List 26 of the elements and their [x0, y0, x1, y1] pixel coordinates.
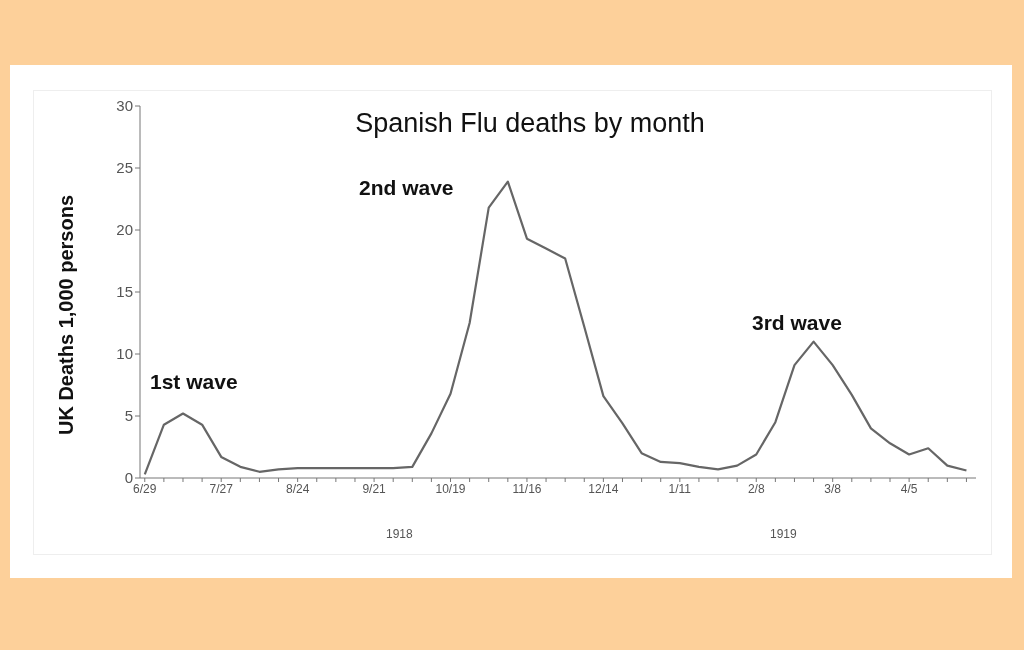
- x-tick-label: 11/16: [512, 481, 542, 496]
- x-tick-label: 6/29: [133, 481, 157, 496]
- y-tick-label: 30: [116, 97, 133, 115]
- x-tick-label: 12/14: [588, 481, 619, 496]
- text: 1918: [386, 527, 413, 541]
- y-tick-label: 15: [116, 283, 133, 301]
- annotation: 1st wave: [150, 370, 238, 394]
- text: 1919: [770, 527, 797, 541]
- y-tick-label: 5: [124, 407, 133, 425]
- annotation: 2nd wave: [359, 176, 454, 200]
- line-series: [143, 180, 968, 476]
- chart-title: Spanish Flu deaths by month: [354, 108, 706, 139]
- x-tick-label: 3/8: [824, 481, 842, 496]
- x-tick-label: 1/11: [668, 481, 692, 496]
- x-tick-label: 7/27: [209, 481, 234, 496]
- x-tick-label: 4/5: [900, 481, 918, 496]
- y-tick-label: 25: [116, 159, 133, 177]
- x-tick-label: 9/21: [362, 481, 387, 496]
- x-tick-label: 8/24: [285, 481, 310, 496]
- x-tick-label: 2/8: [747, 481, 765, 496]
- annotation: 3rd wave: [752, 311, 842, 335]
- x-tick-label: 10/19: [435, 481, 466, 496]
- y-axis-title: UK Deaths 1,000 persons: [54, 194, 78, 436]
- y-tick-label: 20: [116, 221, 133, 239]
- y-tick-label: 0: [124, 469, 133, 487]
- y-tick-label: 10: [116, 345, 133, 363]
